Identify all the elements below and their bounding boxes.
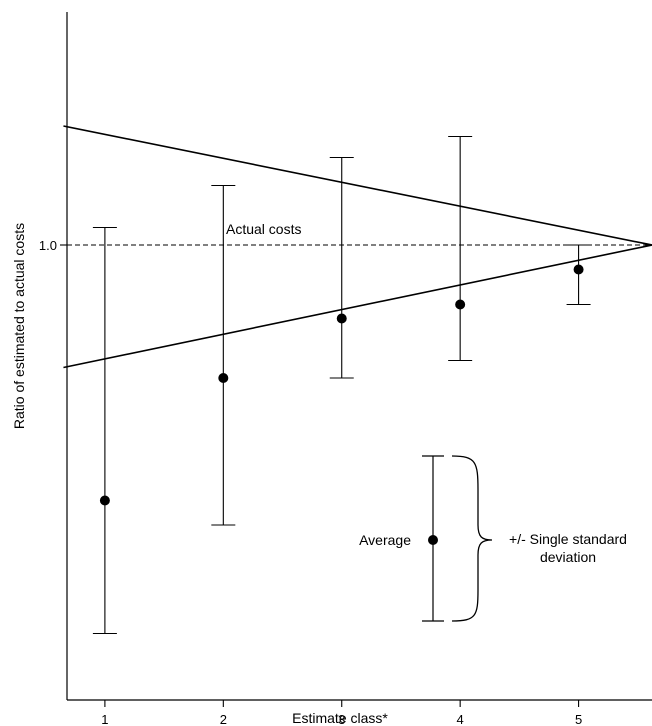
legend-std-label-line2: deviation — [540, 549, 596, 565]
average-point-class-3 — [336, 313, 347, 324]
x-tick-label-5: 5 — [575, 712, 582, 726]
y-axis-label: Ratio of estimated to actual costs — [11, 223, 27, 429]
x-tick-label-1: 1 — [101, 712, 108, 726]
average-point-class-2 — [218, 373, 229, 383]
legend: Average +/- Single standard deviation — [359, 455, 627, 622]
legend-std-label-line1: +/- Single standard — [509, 531, 627, 547]
actual-costs-label: Actual costs — [226, 221, 301, 237]
average-point-class-1 — [99, 495, 110, 506]
average-point-class-5 — [573, 264, 584, 275]
legend-brace — [451, 455, 493, 622]
reference-layer: Actual costs — [67, 221, 652, 246]
y-tick-label-1.0: 1.0 — [39, 238, 57, 253]
average-point-class-4 — [455, 299, 466, 310]
envelope-layer — [63, 125, 652, 369]
x-tick-label-4: 4 — [457, 712, 464, 726]
axes — [66, 12, 652, 701]
ticks-layer: 1 2 3 4 5 1.0 — [39, 238, 582, 726]
x-tick-label-3: 3 — [338, 712, 345, 726]
lower-envelope-line — [63, 244, 652, 369]
upper-envelope-line — [63, 125, 652, 246]
x-tick-label-2: 2 — [220, 712, 227, 726]
legend-average-point — [428, 535, 438, 545]
x-axis-label: Estimate class* — [292, 710, 388, 726]
legend-average-label: Average — [359, 532, 411, 548]
errorbar-layer — [92, 135, 591, 635]
